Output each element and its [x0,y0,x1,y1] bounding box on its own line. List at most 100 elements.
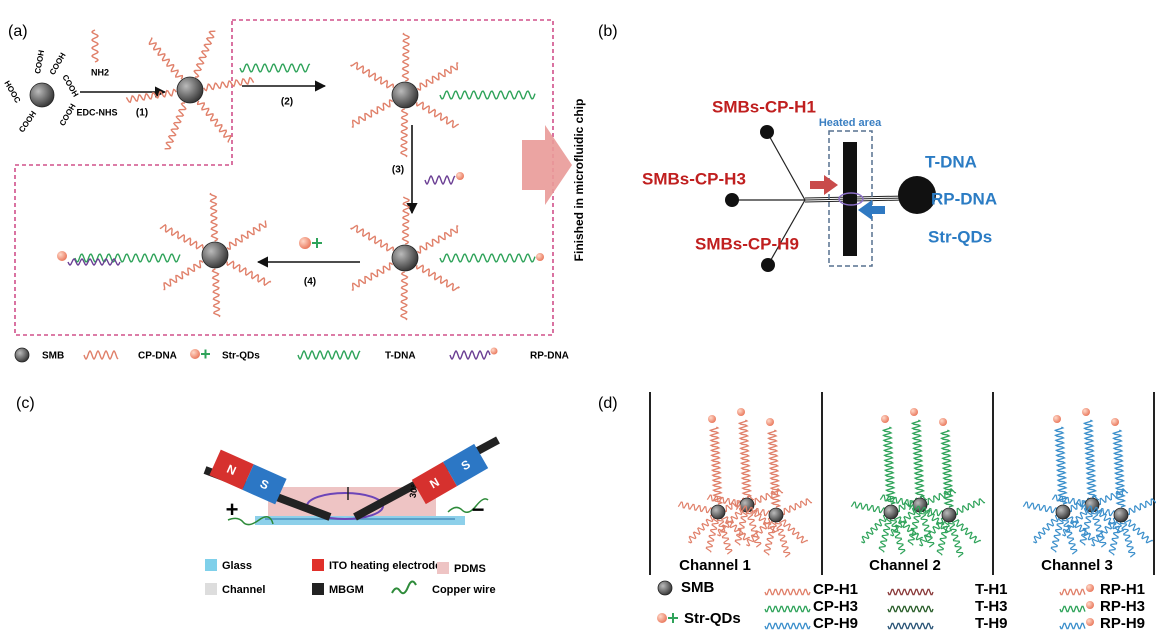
bead [657,580,673,596]
dna-strand [1059,605,1086,613]
label: SMBs-CP-H9 [695,234,799,253]
dna-strand [1118,514,1136,558]
inlet [761,258,775,272]
dna-strand [203,76,255,92]
linker [201,349,210,359]
label: Channel 3 [1041,557,1113,574]
label: Glass [222,560,252,572]
label: Heated area [819,117,882,129]
dna-strand [350,61,395,89]
dna-strand [209,192,219,242]
dna-strand [764,622,811,630]
dna-strand [424,174,456,186]
bead [941,507,957,523]
quantum-dot [1053,415,1061,423]
label: EDC-NHS [76,107,117,117]
dna-strand [881,426,897,505]
label: SMBs-CP-H3 [642,169,746,188]
legend-swatch [312,559,324,571]
quantum-dot [1082,408,1090,416]
dna-strand [351,262,394,291]
quantum-dot [1086,584,1094,592]
dna-strand [887,622,934,630]
mixing-zone [838,192,864,206]
dna-strand [439,90,536,100]
dna-strand [226,220,267,250]
quantum-dot [910,408,918,416]
dna-strand [1059,588,1086,596]
dna-strand [939,429,955,508]
label: + [226,497,239,522]
label: NH2 [91,67,109,77]
bead [1113,507,1129,523]
dna-strand [416,225,459,254]
dna-strand [415,101,460,129]
dna-strand [910,419,926,498]
dna-strand [1082,419,1098,498]
bead [29,82,55,108]
south-pole [242,464,287,505]
label: CP-H1 [813,581,858,598]
dna-strand [164,102,187,150]
label: T-DNA [385,351,416,362]
label: T-H3 [975,598,1008,615]
bead [710,504,726,520]
south-pole [443,443,489,487]
dna-strand [211,268,221,318]
dashed-frame [14,19,554,336]
label: (c) [16,395,35,412]
dna-strand [350,224,395,252]
label: CP-H3 [813,598,858,615]
inlet [725,193,739,207]
big-arrow [522,125,572,205]
dna-strand [888,511,906,555]
dna-strand [439,253,536,263]
legend-wire [391,580,417,595]
outlet [898,176,936,214]
dna-strand [773,514,791,558]
dna-strand [688,510,719,544]
dna-strand [193,30,216,78]
dna-strand [1111,429,1127,508]
dna-strand [1033,510,1064,544]
dna-strand [887,605,934,613]
dna-strand [764,605,811,613]
dna-strand [401,196,411,245]
quantum-dot [708,415,716,423]
label: (3) [392,165,404,176]
label: Str-QDs [928,227,992,246]
dna-strand [919,513,950,547]
dna-strand [1060,511,1078,555]
label: (2) [281,97,293,108]
label: MBGM [329,584,364,596]
label: Copper wire [432,584,496,596]
copper-wire [447,498,489,513]
bead [176,76,204,104]
dna-strand [401,32,411,82]
channel [767,199,806,266]
dna-strand [887,588,934,596]
dna-strand [861,510,892,544]
label: Str-QDs [222,351,260,362]
label: (1) [136,108,148,119]
label: (4) [304,277,316,288]
bead [1055,504,1071,520]
quantum-dot [1086,618,1094,626]
dna-strand [946,514,964,558]
heater-electrode [843,142,857,256]
dna-strand [715,511,733,555]
label: T-H1 [975,581,1008,598]
label: RP-DNA [530,351,569,362]
label: SMB [681,579,715,596]
quantum-dot [299,237,311,249]
glass-slide [255,516,465,525]
dna-strand [737,419,753,498]
legend-swatch [312,583,324,595]
label: RP-DNA [931,189,997,208]
dna-strand [83,349,119,361]
label: COOH [48,51,68,76]
dna-strand [91,29,99,63]
dna-strand [74,253,181,263]
bead [201,241,229,269]
